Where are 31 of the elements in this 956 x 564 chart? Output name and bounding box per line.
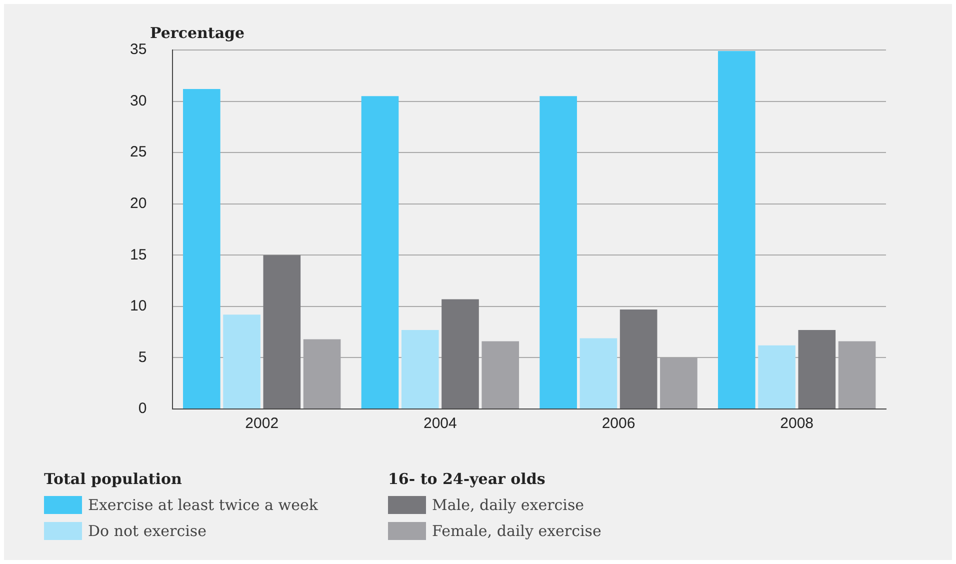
bar: [442, 299, 479, 408]
y-tick-label: 30: [130, 92, 147, 110]
bar: [263, 255, 301, 408]
bar: [223, 314, 260, 408]
bar: [620, 310, 658, 408]
y-tick-label: 0: [138, 400, 147, 418]
y-tick-label: 10: [130, 298, 147, 315]
text: Total population: [44, 470, 183, 488]
bar: [361, 96, 399, 408]
bar: [540, 96, 577, 408]
bar: [718, 51, 756, 408]
bar: [758, 345, 796, 408]
x-tick-label: 2002: [245, 415, 279, 432]
legend-label: Male, daily exercise: [431, 496, 586, 514]
bar: [798, 330, 836, 408]
bar: [580, 338, 618, 408]
y-tick-label: 15: [130, 246, 147, 264]
legend-label: Female, daily exercise: [431, 522, 602, 540]
bar: [401, 330, 439, 408]
x-tick-label: 2006: [602, 415, 636, 432]
legend-label: Exercise at least twice a week: [87, 496, 319, 514]
x-tick-label: 2004: [423, 415, 457, 432]
legend-label: Do not exercise: [87, 522, 208, 540]
y-tick-label: 5: [138, 348, 147, 366]
text: 16- to 24-year olds: [388, 470, 546, 488]
x-tick-label: 2008: [780, 415, 814, 432]
y-tick-label: 20: [130, 195, 147, 212]
y-axis-title: Percentage: [150, 24, 245, 42]
bar: [183, 88, 220, 408]
y-tick-label: 25: [130, 144, 147, 161]
y-tick-label: 35: [130, 41, 147, 58]
